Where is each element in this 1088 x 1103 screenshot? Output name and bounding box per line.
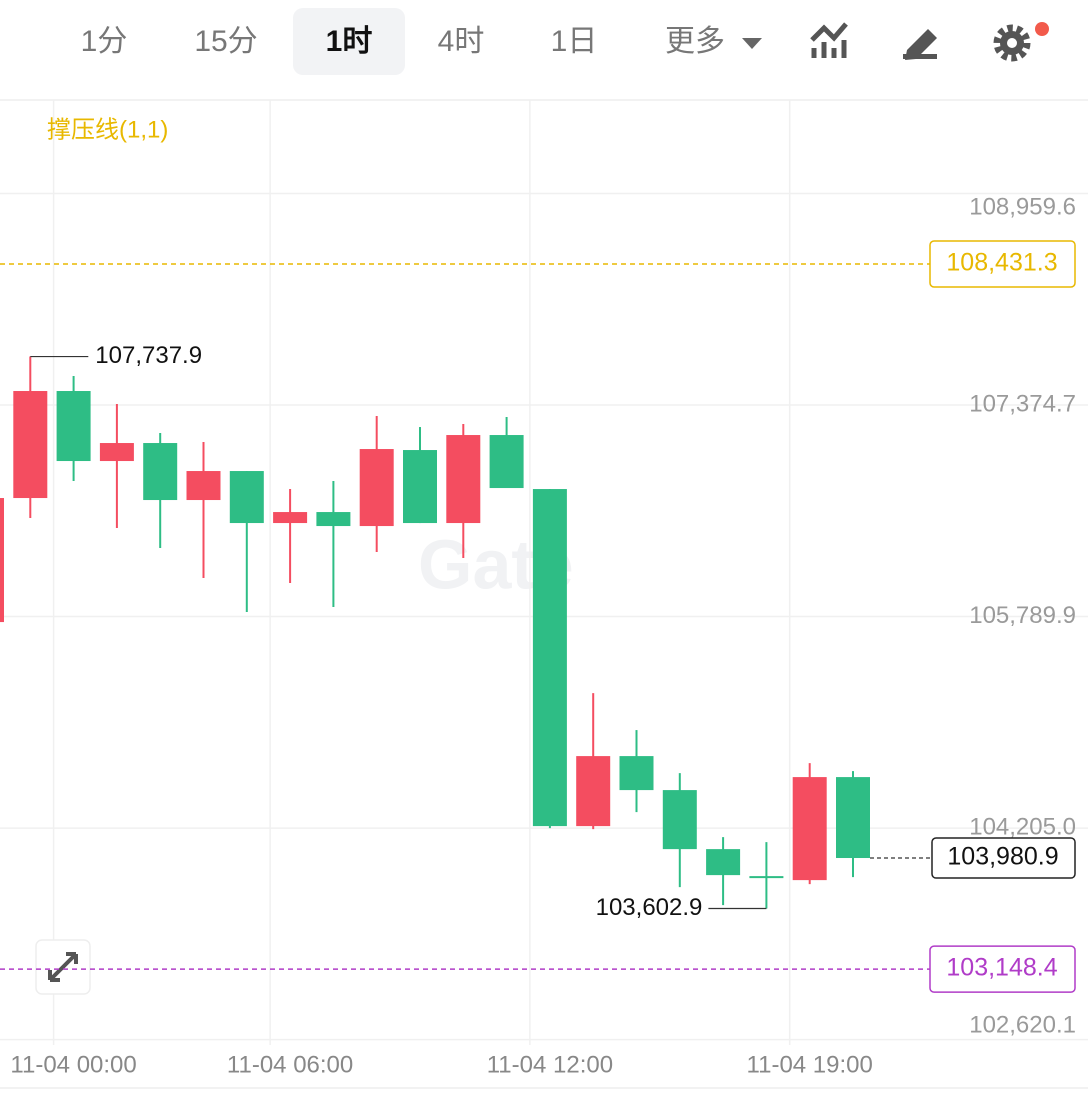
- candle-body: [99, 443, 134, 462]
- candle-body: [403, 450, 437, 524]
- level-tag: [929, 945, 1076, 993]
- candle-body: [532, 489, 567, 827]
- y-tick-label: 104,205.0: [969, 813, 1076, 840]
- candle-body: [13, 391, 48, 499]
- y-tick-label: 108,959.6: [969, 193, 1076, 220]
- candle-body: [662, 790, 697, 850]
- indicator-icon[interactable]: [810, 22, 848, 58]
- tab[interactable]: 1时: [326, 25, 373, 58]
- tab[interactable]: 4时: [438, 25, 485, 58]
- draw-icon[interactable]: [903, 29, 937, 60]
- candle-body: [143, 443, 178, 501]
- candle-body: [56, 391, 91, 462]
- dropdown-icon[interactable]: [742, 38, 762, 49]
- candle-body: [576, 756, 611, 827]
- level-tag: [929, 240, 1076, 288]
- x-tick-label: 11-04 06:00: [227, 1051, 353, 1078]
- toolbar: 1分 15分 1时 4时 1日 更多: [81, 25, 725, 58]
- x-tick-label: 11-04 00:00: [10, 1051, 136, 1078]
- level-label: 103,148.4: [946, 954, 1057, 982]
- last-price-label: 103,980.9: [947, 843, 1058, 871]
- candle-body: [836, 777, 870, 859]
- candle-body: [792, 777, 827, 881]
- low-label: 103,602.9: [596, 894, 703, 921]
- candle-body: [229, 471, 264, 524]
- candle-body: [273, 512, 308, 524]
- active-tab-bg: [293, 8, 405, 75]
- candle-body: [706, 849, 741, 876]
- candle-body: [316, 512, 351, 527]
- last-price-tag: [931, 837, 1076, 879]
- x-tick-label: 11-04 12:00: [487, 1051, 613, 1078]
- x-tick-label: 11-04 19:00: [747, 1051, 873, 1078]
- y-tick-label: 107,374.7: [969, 390, 1076, 417]
- y-tick-label: 102,620.1: [969, 1011, 1076, 1038]
- candle-body: [489, 435, 524, 489]
- indicator-label: 撑压线(1,1): [47, 116, 168, 143]
- candle-body: [186, 471, 221, 501]
- candle-body: [749, 876, 784, 879]
- candle-body: [0, 498, 4, 623]
- y-tick-label: 105,789.9: [969, 602, 1076, 629]
- tab[interactable]: 15分: [194, 25, 257, 58]
- candle-body: [446, 435, 481, 524]
- settings-icon[interactable]: [993, 22, 1049, 62]
- candle-body: [619, 756, 654, 791]
- expand-button[interactable]: [35, 939, 91, 995]
- tab[interactable]: 1日: [551, 25, 598, 58]
- candle-body: [359, 449, 394, 527]
- tab[interactable]: 更多: [665, 25, 725, 58]
- high-label: 107,737.9: [95, 342, 202, 369]
- tab[interactable]: 1分: [81, 25, 128, 58]
- level-label: 108,431.3: [946, 249, 1057, 277]
